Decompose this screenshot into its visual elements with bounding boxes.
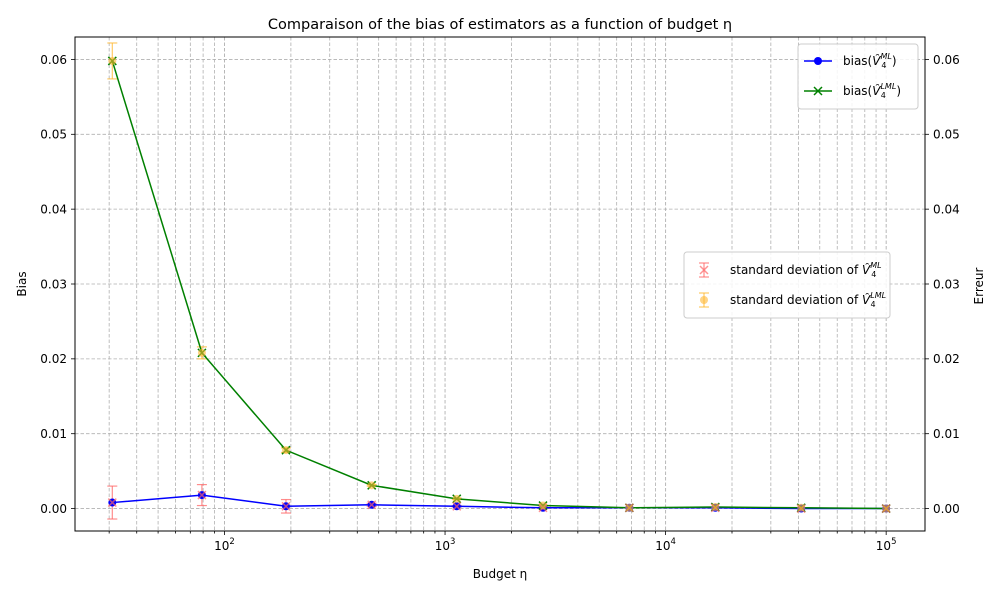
y-tick-label-right: 0.01	[933, 427, 960, 441]
marker-stroke	[197, 490, 207, 500]
y-tick-label: 0.01	[40, 427, 67, 441]
error-point	[197, 490, 207, 500]
legend-label: bias(V̂LML 4)	[843, 82, 901, 100]
y-tick-label: 0.05	[40, 128, 67, 142]
y-tick-label: 0.04	[40, 202, 67, 216]
marker-stroke	[452, 501, 462, 511]
marker-stroke	[281, 501, 291, 511]
error-bars	[107, 42, 548, 520]
legend-box	[683, 251, 891, 319]
legend-label: standard deviation of V̂LML 4	[730, 291, 886, 309]
error-point	[107, 498, 117, 508]
x-tick-label: 102	[214, 537, 235, 553]
y-tick-label-right: 0.02	[933, 352, 960, 366]
x-tick-label: 105	[876, 537, 897, 553]
chart-title: Comparaison of the bias of estimators as…	[268, 17, 732, 33]
error-point	[452, 501, 462, 511]
marker-stroke	[367, 500, 377, 510]
axes: 0.00 0.00 0.01 0.01 0.02 0.02 0.03 0.03 0.04 0.04…	[40, 53, 959, 553]
legend-marker	[813, 86, 823, 96]
y-tick-label: 0.03	[40, 277, 67, 291]
error-point	[711, 503, 720, 512]
legend-error-bars: standard deviation of V̂ML 4 standard devi…	[683, 251, 891, 319]
marker-stroke	[107, 498, 117, 508]
legend-marker	[700, 296, 708, 304]
y-axis-label: Bias	[15, 271, 29, 296]
error-point	[108, 56, 117, 65]
marker-stroke	[699, 265, 709, 275]
legend-label: bias(V̂ML 4)	[843, 52, 897, 70]
error-point	[367, 500, 377, 510]
error-point	[625, 503, 634, 512]
error-point	[281, 501, 291, 511]
x-axis-label: Budget η	[473, 567, 528, 581]
series-lines	[111, 60, 887, 510]
error-point	[281, 446, 290, 455]
y-tick-label: 0.06	[40, 53, 67, 67]
series-markers	[107, 56, 891, 514]
y-tick-label-right: 0.06	[933, 53, 960, 67]
legend-label: standard deviation of V̂ML 4	[730, 261, 882, 279]
error-point	[797, 503, 806, 512]
series-line	[111, 60, 887, 510]
y-tick-label-right: 0.05	[933, 128, 960, 142]
series-line	[112, 494, 887, 510]
grid-lines	[75, 37, 925, 531]
x-tick-label: 103	[435, 537, 456, 553]
y-tick-label: 0.00	[40, 502, 67, 516]
x-tick-label: 104	[655, 537, 676, 553]
marker-stroke	[813, 86, 823, 96]
y-tick-label: 0.02	[40, 352, 67, 366]
error-point	[452, 494, 461, 503]
error-point	[882, 504, 891, 513]
y-tick-label-right: 0.03	[933, 277, 960, 291]
error-point	[197, 348, 206, 357]
y-axis-label-right: Erreur	[972, 267, 986, 304]
y-tick-label-right: 0.04	[933, 202, 960, 216]
legend-marker	[699, 265, 709, 275]
y-tick-label-right: 0.00	[933, 502, 960, 516]
legend-marker	[814, 57, 822, 65]
legend-series: bias(V̂ML 4) bias(V̂LML 4)	[797, 43, 919, 110]
error-point	[367, 481, 376, 490]
error-point	[538, 501, 547, 510]
